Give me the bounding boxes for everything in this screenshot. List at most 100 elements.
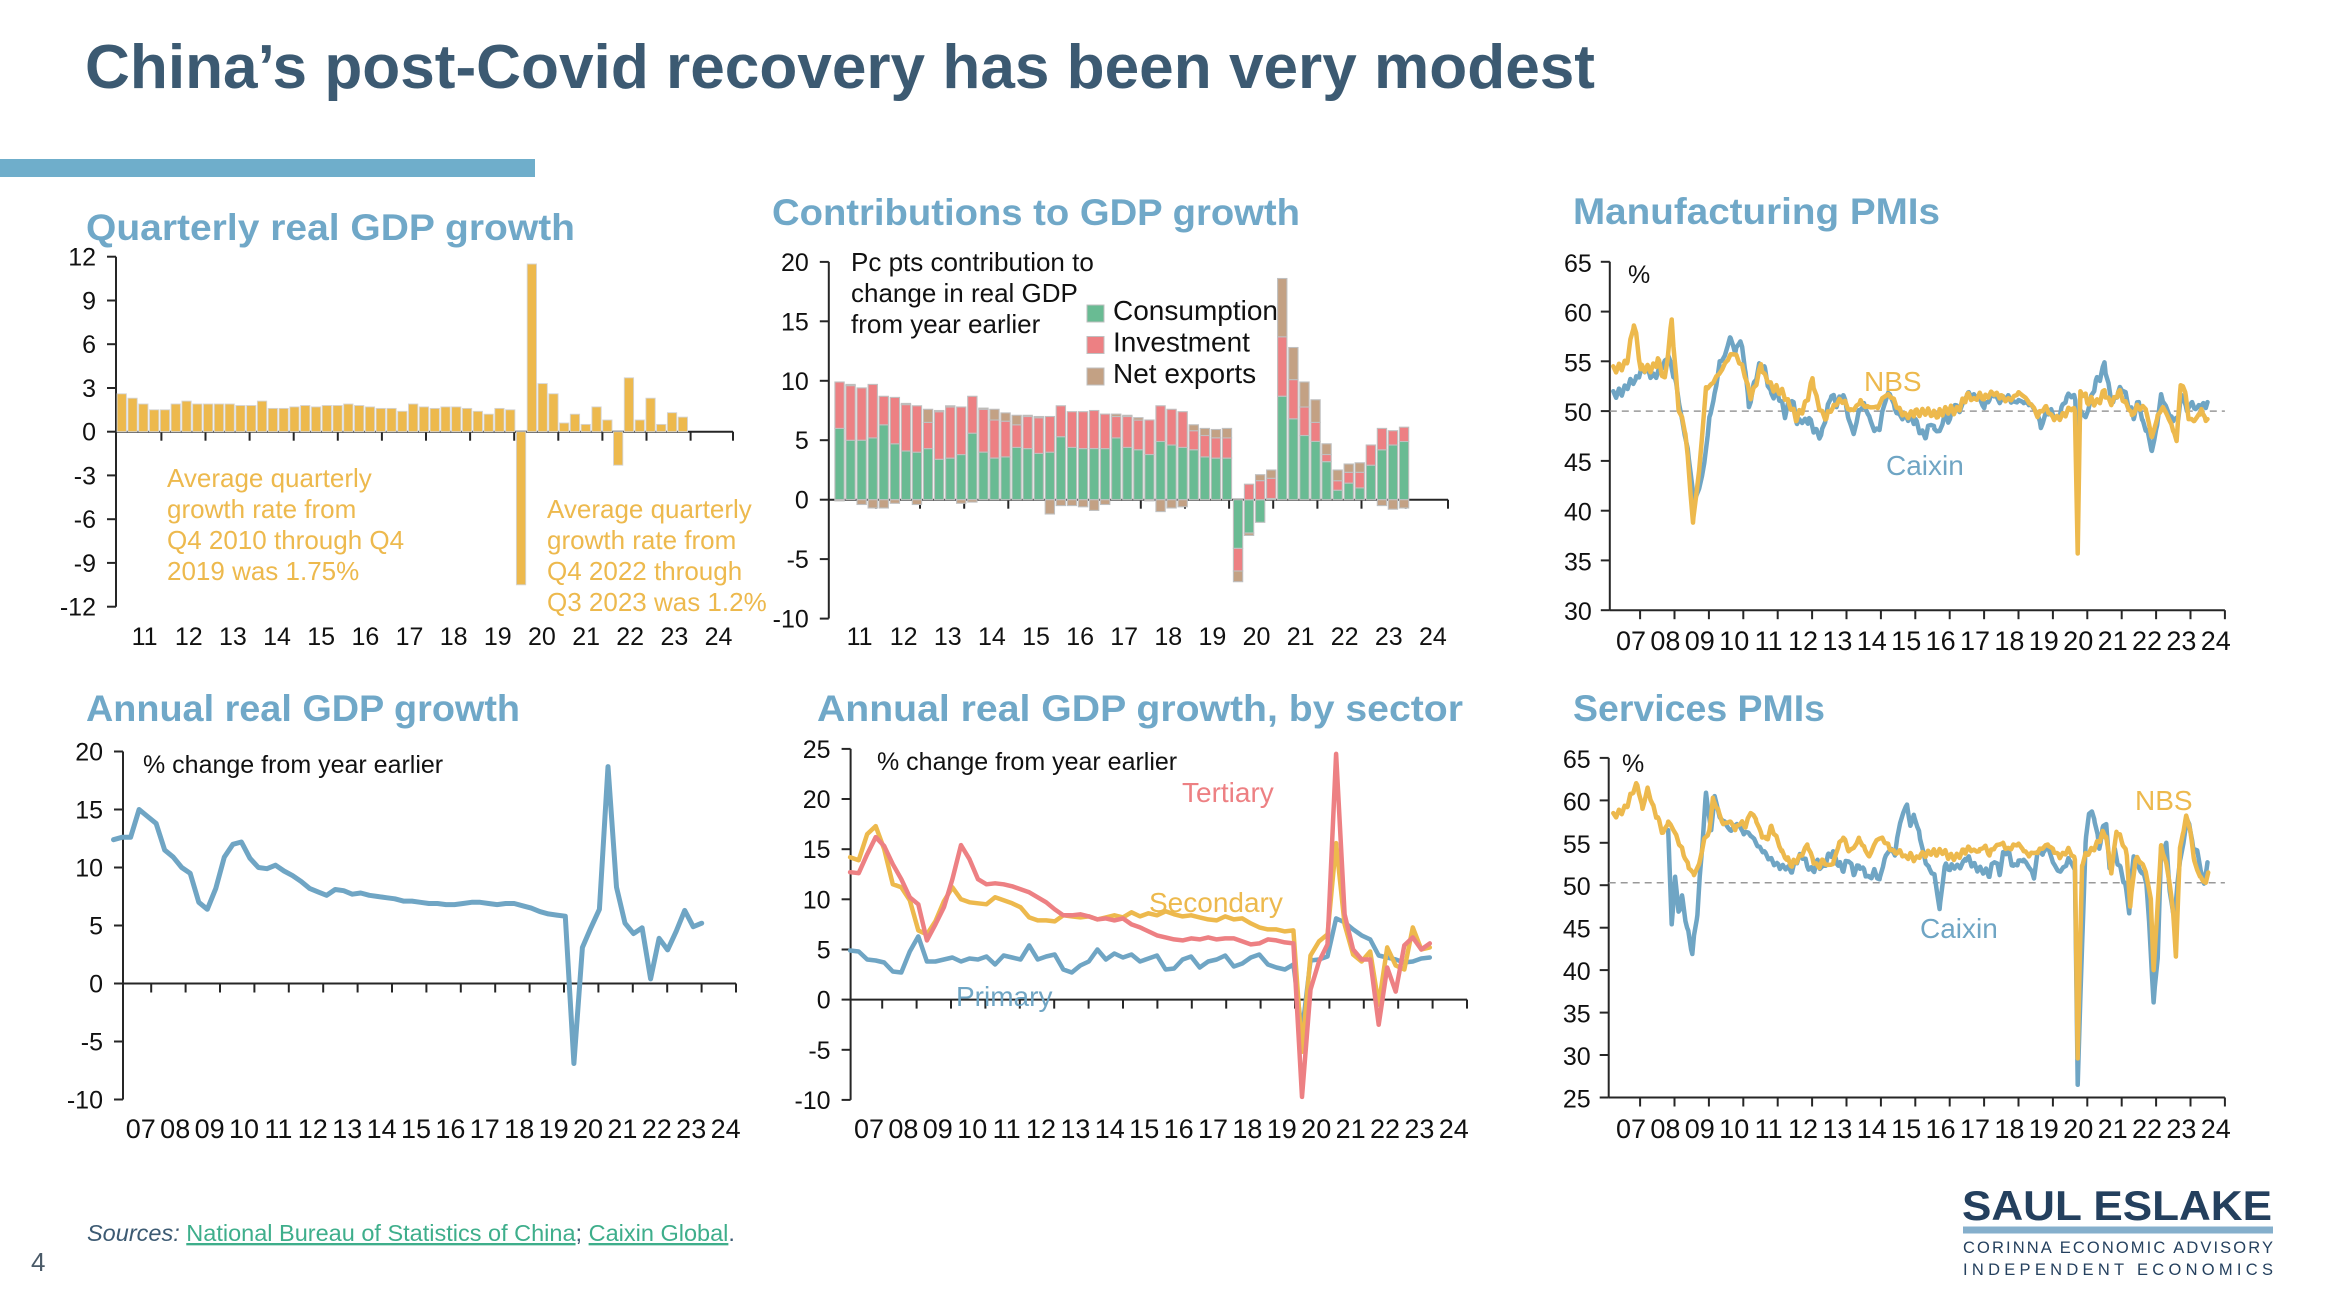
svg-text:11: 11 [1755, 626, 1783, 656]
svg-text:10: 10 [75, 855, 103, 883]
svg-text:23: 23 [660, 623, 688, 651]
svg-text:24: 24 [705, 623, 733, 651]
svg-text:15: 15 [401, 1114, 431, 1144]
svg-text:12: 12 [298, 1114, 328, 1144]
svg-text:18: 18 [1994, 1114, 2024, 1144]
svg-text:from year earlier: from year earlier [851, 309, 1041, 339]
svg-text:17: 17 [1198, 1114, 1228, 1144]
svg-text:21: 21 [572, 623, 600, 651]
svg-text:-3: -3 [74, 462, 96, 490]
svg-text:60: 60 [1563, 788, 1591, 816]
svg-text:growth rate from: growth rate from [167, 494, 356, 524]
svg-text:15: 15 [1891, 626, 1921, 656]
svg-text:18: 18 [1154, 623, 1182, 651]
svg-text:2019 was 1.75%: 2019 was 1.75% [167, 556, 359, 586]
svg-text:19: 19 [1267, 1114, 1297, 1144]
svg-text:17: 17 [396, 623, 424, 651]
svg-text:19: 19 [2029, 626, 2059, 656]
svg-text:change in real GDP: change in real GDP [851, 278, 1078, 308]
svg-text:07: 07 [126, 1114, 156, 1144]
svg-text:09: 09 [1685, 1114, 1715, 1144]
svg-text:13: 13 [1822, 626, 1852, 656]
svg-text:24: 24 [2201, 626, 2231, 656]
svg-text:17: 17 [1960, 626, 1990, 656]
svg-text:%: % [1628, 261, 1650, 289]
svg-text:Average quarterly: Average quarterly [547, 494, 752, 524]
svg-text:65: 65 [1564, 250, 1592, 278]
svg-text:19: 19 [2029, 1114, 2059, 1144]
svg-text:15: 15 [803, 836, 831, 864]
svg-text:10: 10 [229, 1114, 259, 1144]
svg-text:21: 21 [2098, 1114, 2128, 1144]
svg-text:15: 15 [1022, 623, 1050, 651]
svg-text:50: 50 [1563, 873, 1591, 901]
svg-text:Contributions to GDP growth: Contributions to GDP growth [772, 192, 1300, 233]
svg-text:%: % [1622, 750, 1644, 778]
svg-text:5: 5 [795, 427, 809, 455]
svg-text:08: 08 [1650, 1114, 1680, 1144]
svg-text:45: 45 [1564, 449, 1592, 477]
svg-text:11: 11 [132, 623, 158, 651]
svg-text:Secondary: Secondary [1149, 887, 1283, 918]
svg-text:growth rate from: growth rate from [547, 525, 736, 555]
svg-text:13: 13 [934, 623, 962, 651]
svg-text:23: 23 [2166, 626, 2196, 656]
svg-text:10: 10 [1719, 626, 1749, 656]
svg-text:10: 10 [781, 368, 809, 396]
svg-text:18: 18 [1994, 626, 2024, 656]
svg-text:22: 22 [642, 1114, 672, 1144]
svg-text:17: 17 [1960, 1114, 1990, 1144]
svg-text:10: 10 [803, 886, 831, 914]
svg-text:25: 25 [803, 736, 831, 764]
svg-text:11: 11 [847, 623, 873, 651]
svg-text:65: 65 [1563, 746, 1591, 774]
svg-text:13: 13 [1060, 1114, 1090, 1144]
svg-text:SAUL ESLAKE: SAUL ESLAKE [1962, 1182, 2272, 1229]
svg-text:13: 13 [332, 1114, 362, 1144]
svg-text:10: 10 [1719, 1114, 1749, 1144]
svg-text:-12: -12 [60, 594, 96, 622]
svg-text:08: 08 [160, 1114, 190, 1144]
svg-text:30: 30 [1564, 598, 1592, 626]
svg-text:NBS: NBS [2135, 785, 2193, 816]
svg-text:13: 13 [1822, 1114, 1852, 1144]
svg-text:Pc pts contribution to: Pc pts contribution to [851, 247, 1094, 277]
svg-text:20: 20 [2063, 1114, 2093, 1144]
svg-text:16: 16 [1926, 1114, 1956, 1144]
svg-text:INDEPENDENT ECONOMICS: INDEPENDENT ECONOMICS [1963, 1261, 2273, 1279]
svg-text:23: 23 [2166, 1114, 2196, 1144]
svg-text:22: 22 [616, 623, 644, 651]
svg-text:17: 17 [1110, 623, 1138, 651]
svg-text:14: 14 [263, 623, 291, 651]
svg-text:CORINNA ECONOMIC ADVISORY: CORINNA ECONOMIC ADVISORY [1963, 1239, 2273, 1257]
svg-text:12: 12 [890, 623, 918, 651]
svg-text:0: 0 [795, 487, 809, 515]
svg-text:Q4 2010 through Q4: Q4 2010 through Q4 [167, 525, 404, 555]
svg-text:09: 09 [923, 1114, 953, 1144]
svg-text:20: 20 [528, 623, 556, 651]
svg-text:-9: -9 [74, 550, 96, 578]
svg-text:Annual real GDP growth, by sec: Annual real GDP growth, by sector [817, 688, 1463, 729]
svg-text:5: 5 [817, 937, 831, 965]
svg-text:40: 40 [1563, 958, 1591, 986]
svg-text:15: 15 [1891, 1114, 1921, 1144]
svg-text:07: 07 [1616, 1114, 1646, 1144]
svg-text:% change from year earlier: % change from year earlier [877, 748, 1177, 776]
svg-text:45: 45 [1563, 916, 1591, 944]
svg-text:14: 14 [978, 623, 1006, 651]
svg-text:Caixin: Caixin [1886, 450, 1964, 481]
svg-text:13: 13 [219, 623, 247, 651]
svg-text:5: 5 [89, 913, 103, 941]
svg-text:20: 20 [1301, 1114, 1331, 1144]
svg-text:-5: -5 [808, 1037, 830, 1065]
svg-text:16: 16 [1066, 623, 1094, 651]
svg-text:Investment: Investment [1113, 327, 1250, 358]
svg-text:Consumption: Consumption [1113, 295, 1278, 326]
svg-text:35: 35 [1564, 548, 1592, 576]
svg-text:08: 08 [888, 1114, 918, 1144]
svg-text:16: 16 [1926, 626, 1956, 656]
svg-text:0: 0 [82, 419, 96, 447]
svg-text:20: 20 [1243, 623, 1271, 651]
svg-text:Quarterly real GDP growth: Quarterly real GDP growth [86, 207, 575, 248]
svg-text:19: 19 [1198, 623, 1226, 651]
